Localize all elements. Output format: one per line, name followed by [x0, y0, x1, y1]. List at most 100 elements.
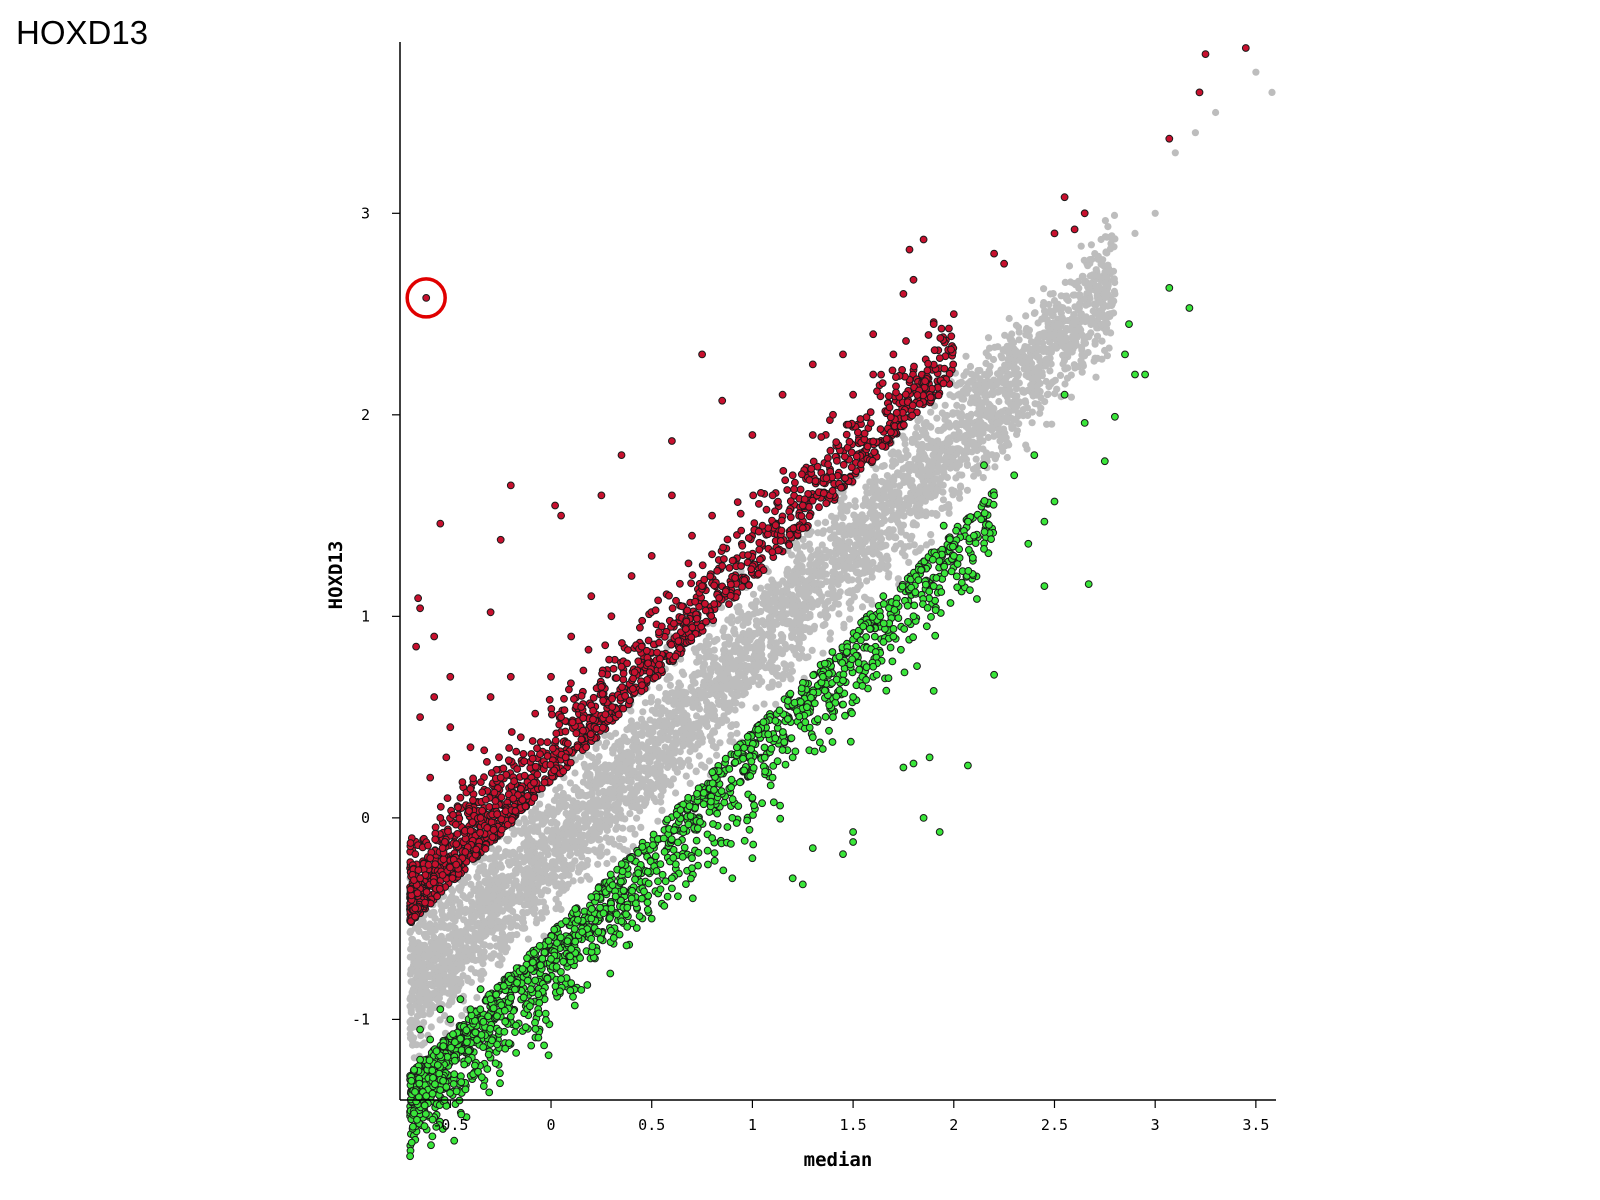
- point-not-changed: [623, 726, 631, 734]
- point-not-changed: [831, 569, 839, 577]
- point-not-changed: [932, 509, 940, 518]
- point-not-changed: [518, 917, 527, 925]
- point-not-changed: [772, 700, 780, 708]
- point-not-changed: [702, 641, 710, 649]
- point-not-changed: [916, 500, 924, 508]
- point-not-changed: [568, 835, 576, 843]
- point-not-changed: [894, 519, 902, 527]
- point-not-changed: [754, 608, 762, 617]
- point-not-changed: [557, 883, 565, 892]
- point-not-changed: [732, 721, 740, 729]
- point-not-changed: [454, 912, 462, 920]
- point-not-changed: [997, 443, 1006, 451]
- point-not-changed: [702, 698, 711, 706]
- point-not-changed: [626, 810, 634, 818]
- point-not-changed: [1081, 279, 1089, 287]
- point-not-changed: [814, 519, 822, 527]
- point-not-changed: [449, 954, 457, 962]
- point-not-changed: [457, 979, 465, 988]
- point-not-changed: [1021, 397, 1029, 405]
- point-not-changed: [956, 412, 964, 421]
- point-not-changed: [619, 776, 627, 784]
- point-not-changed: [1105, 344, 1113, 352]
- point-not-changed: [1007, 380, 1015, 388]
- point-not-changed: [850, 586, 858, 595]
- point-not-changed: [408, 1024, 416, 1032]
- point-not-changed: [1101, 233, 1109, 241]
- point-not-changed: [859, 501, 867, 510]
- point-not-changed: [428, 909, 437, 917]
- point-not-changed: [411, 1017, 419, 1025]
- point-not-changed: [697, 731, 705, 739]
- point-not-changed: [776, 614, 785, 622]
- point-not-changed: [1053, 385, 1061, 393]
- point-not-changed: [895, 490, 903, 498]
- point-not-changed: [536, 800, 544, 808]
- point-not-changed: [593, 800, 601, 809]
- point-not-changed: [974, 430, 982, 438]
- point-not-changed: [1043, 420, 1051, 428]
- point-not-changed: [761, 664, 770, 672]
- point-not-changed: [453, 966, 461, 974]
- point-not-changed: [515, 819, 523, 827]
- point-not-changed: [595, 818, 603, 826]
- point-down: [540, 1041, 548, 1050]
- point-not-changed: [1110, 275, 1118, 283]
- point-not-changed: [672, 689, 680, 697]
- point-not-changed: [592, 784, 600, 792]
- point-not-changed: [1001, 331, 1009, 339]
- point-not-changed: [847, 605, 855, 613]
- point-not-changed: [501, 897, 509, 905]
- point-not-changed: [628, 803, 636, 811]
- point-not-changed: [1028, 408, 1036, 416]
- point-not-changed: [615, 766, 623, 775]
- point-not-changed: [774, 672, 782, 680]
- point-not-changed: [488, 914, 496, 922]
- point-not-changed: [793, 635, 802, 644]
- point-not-changed: [861, 494, 870, 503]
- point-down: [888, 657, 897, 666]
- point-not-changed: [600, 795, 608, 803]
- point-not-changed: [559, 846, 567, 855]
- point-not-changed: [731, 706, 739, 714]
- point-not-changed: [691, 700, 699, 708]
- point-not-changed: [834, 600, 842, 608]
- point-not-changed: [704, 653, 712, 661]
- point-not-changed: [888, 450, 896, 458]
- point-not-changed: [631, 830, 639, 838]
- point-down: [680, 843, 689, 852]
- point-not-changed: [716, 739, 724, 747]
- point-not-changed: [1089, 271, 1097, 279]
- point-not-changed: [705, 633, 713, 641]
- point-not-changed: [1020, 365, 1028, 373]
- point-not-changed: [744, 662, 752, 670]
- point-not-changed: [583, 861, 591, 869]
- point-not-changed: [420, 1019, 428, 1027]
- point-not-changed: [1046, 367, 1054, 375]
- point-not-changed: [990, 432, 998, 440]
- point-not-changed: [891, 459, 900, 467]
- point-not-changed: [715, 674, 723, 683]
- point-not-changed: [896, 471, 904, 479]
- point-not-changed: [1036, 346, 1044, 354]
- point-not-changed: [407, 927, 415, 935]
- point-not-changed: [1027, 338, 1036, 346]
- point-not-changed: [932, 475, 941, 483]
- point-not-changed: [828, 604, 836, 612]
- point-not-changed: [502, 848, 510, 856]
- point-not-changed: [893, 511, 901, 520]
- point-not-changed: [634, 755, 642, 763]
- point-not-changed: [477, 912, 485, 920]
- point-not-changed: [853, 568, 862, 576]
- point-not-changed: [828, 512, 836, 521]
- point-not-changed: [407, 967, 415, 976]
- point-not-changed: [668, 711, 676, 720]
- point-not-changed: [603, 848, 611, 856]
- point-not-changed: [756, 644, 764, 653]
- point-not-changed: [701, 660, 709, 668]
- point-not-changed: [705, 757, 714, 765]
- point-not-changed: [741, 689, 749, 697]
- point-not-changed: [414, 923, 422, 932]
- point-not-changed: [877, 529, 885, 537]
- point-not-changed: [934, 426, 942, 435]
